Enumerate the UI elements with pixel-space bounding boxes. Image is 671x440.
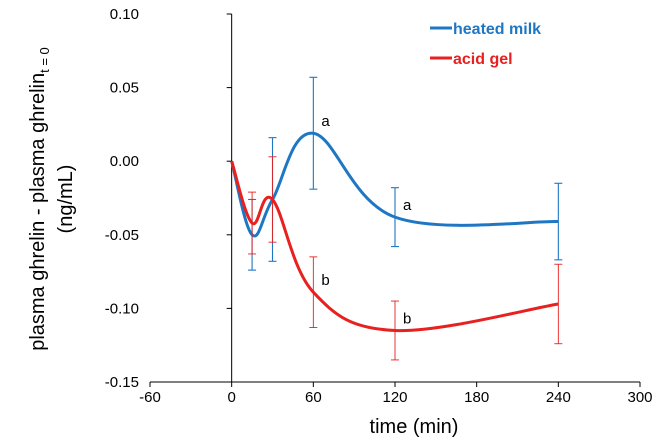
x-axis-title: time (min) bbox=[370, 416, 459, 438]
x-tick-label: 120 bbox=[382, 389, 407, 406]
x-tick-label: 60 bbox=[305, 389, 322, 406]
y-tick-label: -0.05 bbox=[105, 227, 139, 244]
x-tick-label: 0 bbox=[227, 389, 235, 406]
y-axis-ticks: -0.15 -0.10 -0.05 0.00 0.05 0.10 bbox=[105, 6, 232, 391]
y-tick-label: 0.00 bbox=[110, 153, 139, 170]
series-heated-milk: aa bbox=[230, 76, 563, 271]
y-tick-label: -0.10 bbox=[105, 300, 139, 317]
significance-letter: a bbox=[403, 197, 412, 214]
legend-label: acid gel bbox=[453, 51, 513, 68]
significance-letter: b bbox=[321, 272, 329, 289]
y-axis-title-main: plasma ghrelin - plasma ghrelin bbox=[27, 73, 49, 351]
significance-letter: b bbox=[403, 310, 411, 327]
y-axis-title-subscript: t = 0 bbox=[37, 47, 52, 73]
y-tick-label: 0.10 bbox=[110, 6, 139, 23]
y-tick-label: -0.15 bbox=[105, 374, 139, 391]
x-tick-label: -60 bbox=[139, 389, 161, 406]
y-axis-title-line2: (ng/mL) bbox=[55, 165, 77, 234]
series-line-acid-gel bbox=[230, 160, 559, 333]
x-tick-label: 180 bbox=[464, 389, 489, 406]
x-tick-label: 240 bbox=[546, 389, 571, 406]
significance-letter: a bbox=[321, 113, 330, 130]
x-tick-label: 300 bbox=[627, 389, 652, 406]
series-acid-gel: bb bbox=[230, 156, 563, 361]
x-axis-ticks: -60 0 60 120 180 240 300 bbox=[139, 382, 653, 406]
y-tick-label: 0.05 bbox=[110, 80, 139, 97]
y-axis-title-line1: plasma ghrelin - plasma ghrelint = 0 bbox=[27, 47, 52, 351]
legend: heated milk acid gel bbox=[430, 21, 541, 68]
legend-label: heated milk bbox=[453, 21, 541, 38]
